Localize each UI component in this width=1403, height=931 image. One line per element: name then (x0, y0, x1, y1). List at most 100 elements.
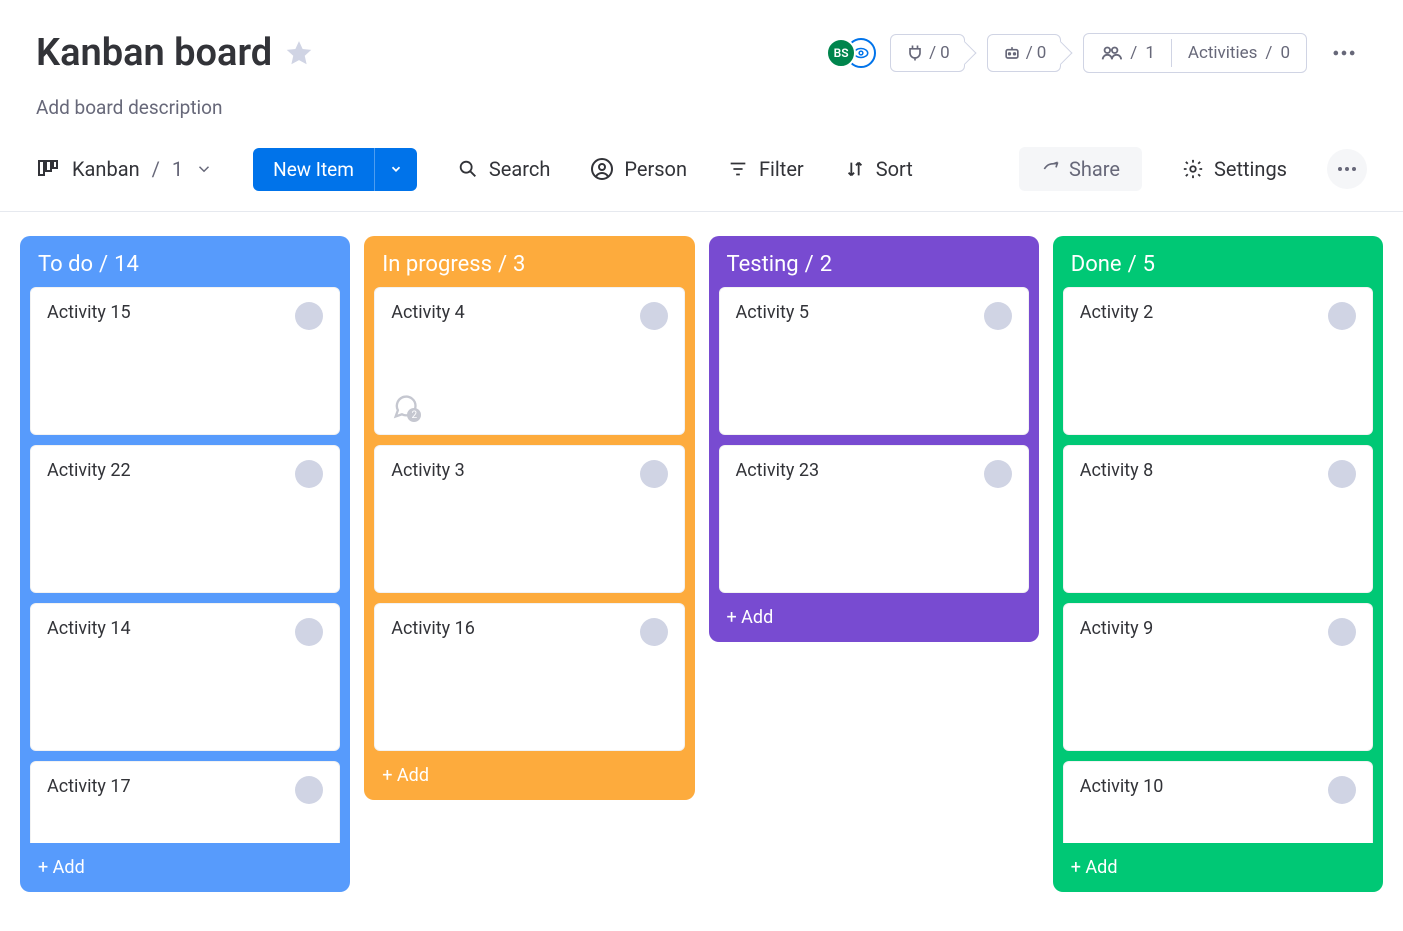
automations-count: 0 (1037, 43, 1047, 63)
toolbar-more-button[interactable] (1327, 149, 1367, 189)
favorite-star-icon[interactable] (284, 38, 314, 68)
card-title: Activity 5 (736, 302, 810, 323)
person-filter-button[interactable]: Person (590, 157, 687, 181)
integrations-pill[interactable]: / 0 (890, 34, 965, 72)
card-title: Activity 4 (391, 302, 465, 323)
search-icon (457, 158, 479, 180)
view-count: 1 (172, 157, 183, 181)
kanban-card[interactable]: Activity 16 (374, 603, 684, 751)
board-description[interactable]: Add board description (36, 96, 1367, 119)
board-header: Kanban board BS / 0 / 0 (0, 0, 1403, 119)
kanban-icon (36, 157, 60, 181)
more-menu-button[interactable] (1321, 30, 1367, 76)
card-title: Activity 2 (1080, 302, 1154, 323)
kanban-board: To do/14Activity 15Activity 22Activity 1… (0, 212, 1403, 912)
column-count: 2 (820, 252, 832, 277)
add-card-button[interactable]: + Add (364, 751, 694, 800)
members-button[interactable]: / 1 (1084, 34, 1171, 72)
card-assignee-avatar[interactable] (295, 460, 323, 488)
kanban-card[interactable]: Activity 9 (1063, 603, 1373, 751)
comment-icon[interactable]: 2 (391, 392, 419, 420)
settings-button[interactable]: Settings (1182, 157, 1287, 181)
sort-button[interactable]: Sort (844, 157, 913, 181)
dots-icon (1330, 39, 1358, 67)
card-title: Activity 17 (47, 776, 131, 797)
filter-button[interactable]: Filter (727, 157, 804, 181)
kanban-column-testing: Testing/2 Activity 5 Activity 23 + Add (709, 236, 1039, 642)
card-assignee-avatar[interactable] (1328, 302, 1356, 330)
filter-icon (727, 158, 749, 180)
board-viewers[interactable]: BS (826, 38, 876, 68)
share-icon (1041, 159, 1061, 179)
card-assignee-avatar[interactable] (640, 302, 668, 330)
avatar: BS (826, 38, 856, 68)
card-title: Activity 10 (1080, 776, 1164, 797)
column-title: Testing (727, 252, 799, 277)
plug-icon (905, 43, 925, 63)
card-title: Activity 16 (391, 618, 475, 639)
new-item-dropdown[interactable] (374, 148, 417, 191)
card-assignee-avatar[interactable] (1328, 460, 1356, 488)
card-assignee-avatar[interactable] (1328, 618, 1356, 646)
kanban-column-done: Done/5Activity 2Activity 8Activity 9Acti… (1053, 236, 1383, 892)
kanban-card[interactable]: Activity 3 (374, 445, 684, 593)
kanban-column-todo: To do/14Activity 15Activity 22Activity 1… (20, 236, 350, 892)
activities-label: Activities (1188, 43, 1258, 63)
card-assignee-avatar[interactable] (984, 302, 1012, 330)
activities-button[interactable]: Activities / 0 (1172, 35, 1306, 71)
column-header[interactable]: Testing/2 (709, 236, 1039, 287)
toolbar: Kanban / 1 New Item Search Person Filter… (0, 119, 1403, 212)
card-title: Activity 9 (1080, 618, 1154, 639)
kanban-card[interactable]: Activity 8 (1063, 445, 1373, 593)
card-assignee-avatar[interactable] (640, 460, 668, 488)
add-card-button[interactable]: + Add (709, 593, 1039, 642)
card-assignee-avatar[interactable] (984, 460, 1012, 488)
column-title: To do (38, 252, 93, 277)
sort-icon (844, 158, 866, 180)
kanban-card[interactable]: Activity 10 (1063, 761, 1373, 843)
card-title: Activity 22 (47, 460, 131, 481)
card-assignee-avatar[interactable] (1328, 776, 1356, 804)
card-title: Activity 3 (391, 460, 465, 481)
column-title: Done (1071, 252, 1122, 277)
card-assignee-avatar[interactable] (640, 618, 668, 646)
kanban-card[interactable]: Activity 15 (30, 287, 340, 435)
members-activities-pill: / 1 Activities / 0 (1083, 33, 1307, 73)
column-header[interactable]: In progress/3 (364, 236, 694, 287)
members-count: 1 (1145, 43, 1155, 63)
kanban-card[interactable]: Activity 22 (30, 445, 340, 593)
kanban-card[interactable]: Activity 23 (719, 445, 1029, 593)
automations-pill[interactable]: / 0 (987, 34, 1062, 72)
new-item-button[interactable]: New Item (253, 148, 417, 191)
chevron-down-icon (389, 162, 403, 176)
column-header[interactable]: Done/5 (1053, 236, 1383, 287)
card-assignee-avatar[interactable] (295, 302, 323, 330)
view-switcher[interactable]: Kanban / 1 (36, 157, 213, 181)
people-icon (1100, 42, 1122, 64)
chevron-down-icon (195, 160, 213, 178)
column-count: 14 (114, 252, 139, 277)
kanban-card[interactable]: Activity 4 2 (374, 287, 684, 435)
card-title: Activity 23 (736, 460, 820, 481)
column-title: In progress (382, 252, 492, 277)
activities-count: 0 (1280, 43, 1290, 63)
column-body: Activity 15 Activity 22 Activity 14 Activit… (20, 287, 350, 843)
column-header[interactable]: To do/14 (20, 236, 350, 287)
robot-icon (1002, 43, 1022, 63)
kanban-card[interactable]: Activity 5 (719, 287, 1029, 435)
share-button[interactable]: Share (1019, 147, 1142, 191)
kanban-card[interactable]: Activity 2 (1063, 287, 1373, 435)
board-title[interactable]: Kanban board (36, 31, 272, 75)
column-count: 3 (513, 252, 525, 277)
kanban-column-inprogress: In progress/3 Activity 4 2 Activity 3 Activi… (364, 236, 694, 800)
add-card-button[interactable]: + Add (1053, 843, 1383, 892)
card-assignee-avatar[interactable] (295, 618, 323, 646)
kanban-card[interactable]: Activity 14 (30, 603, 340, 751)
kanban-card[interactable]: Activity 17 (30, 761, 340, 843)
add-card-button[interactable]: + Add (20, 843, 350, 892)
search-button[interactable]: Search (457, 157, 550, 181)
dots-icon (1335, 157, 1359, 181)
column-body: Activity 2 Activity 8 Activity 9 Activity 1… (1053, 287, 1383, 843)
card-assignee-avatar[interactable] (295, 776, 323, 804)
column-count: 5 (1143, 252, 1155, 277)
